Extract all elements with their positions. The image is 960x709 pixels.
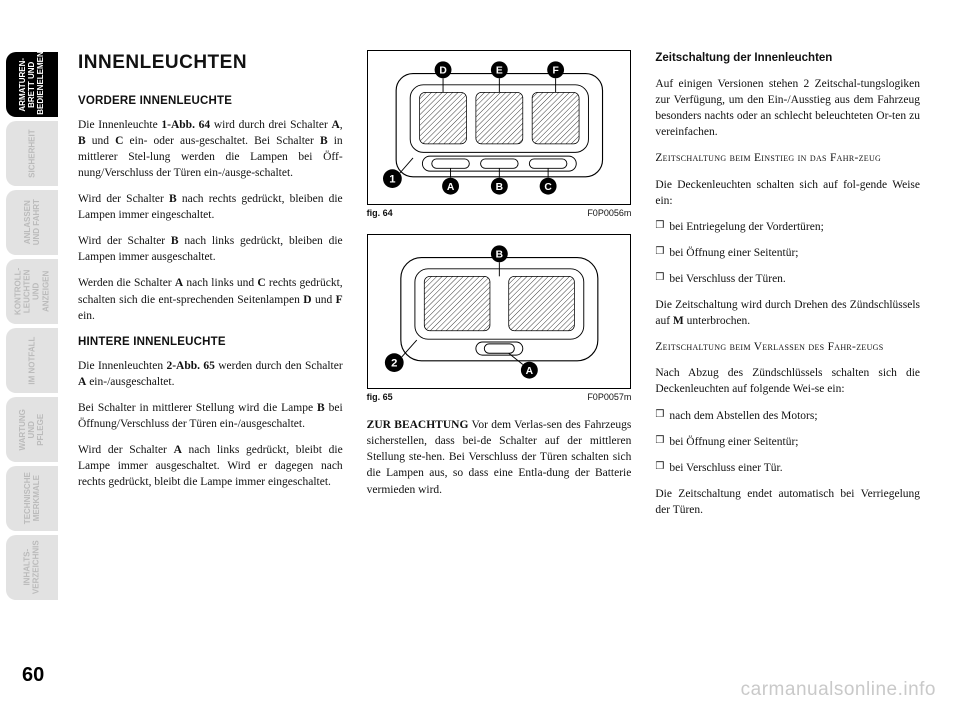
svg-text:E: E <box>496 66 503 77</box>
para: Auf einigen Versionen stehen 2 Zeitschal… <box>655 76 920 140</box>
svg-text:B: B <box>495 249 502 260</box>
heading-vordere: VORDERE INNENLEUCHTE <box>78 93 343 109</box>
tab-label: INHALTS- VERZEICHNIS <box>23 541 41 595</box>
tab-label: SICHERHEIT <box>27 129 36 177</box>
tab-wartung[interactable]: WARTUNG UND PFLEGE <box>6 397 58 462</box>
smallcaps-heading: Zeitschaltung beim Einstieg in das Fahr-… <box>655 150 920 166</box>
svg-text:A: A <box>447 182 455 193</box>
tab-kontroll[interactable]: KONTROLL- LEUCHTEN UND ANZEIGEN <box>6 259 58 324</box>
tab-armaturen[interactable]: ARMATUREN- BRETT UND BEDIENELEMENTE <box>6 52 58 117</box>
bullet-item: bei Verschluss der Türen. <box>655 271 920 287</box>
figure-64-image: D E F A B C 1 <box>367 50 632 205</box>
heading-main: INNENLEUCHTEN <box>78 50 343 77</box>
tab-label: WARTUNG UND PFLEGE <box>18 406 46 454</box>
para: Werden die Schalter A nach links und C r… <box>78 275 343 323</box>
svg-text:C: C <box>544 182 552 193</box>
bullet-item: bei Verschluss einer Tür. <box>655 460 920 476</box>
page-content: INNENLEUCHTEN VORDERE INNENLEUCHTE Die I… <box>60 0 960 709</box>
bullet-item: bei Öffnung einer Seitentür; <box>655 434 920 450</box>
para: Wird der Schalter B nach links gedrückt,… <box>78 233 343 265</box>
smallcaps-heading: Zeitschaltung beim Verlassen des Fahr-ze… <box>655 339 920 355</box>
para: Wird der Schalter B nach rechts gedrückt… <box>78 191 343 223</box>
subheading: Zeitschaltung der Innenleuchten <box>655 50 920 66</box>
figure-64: D E F A B C 1 <box>367 50 632 220</box>
watermark: carmanualsonline.info <box>741 679 936 701</box>
figure-64-caption: fig. 64 F0P0056m <box>367 207 632 220</box>
para: Die Zeitschaltung endet automatisch bei … <box>655 486 920 518</box>
svg-text:A: A <box>525 365 533 376</box>
para: Bei Schalter in mittlerer Stellung wird … <box>78 400 343 432</box>
heading-hintere: HINTERE INNENLEUCHTE <box>78 334 343 350</box>
para: Die Innenleuchte 1-Abb. 64 wird durch dr… <box>78 117 343 181</box>
tab-technische[interactable]: TECHNISCHE MERKMALE <box>6 466 58 531</box>
fig-caption-right: F0P0056m <box>587 207 631 220</box>
svg-text:B: B <box>495 182 502 193</box>
para: Die Innenleuchten 2-Abb. 65 werden durch… <box>78 358 343 390</box>
tab-label: ANLASSEN UND FAHRT <box>23 199 41 247</box>
tab-sicherheit[interactable]: SICHERHEIT <box>6 121 58 186</box>
sidebar-tabs: ARMATUREN- BRETT UND BEDIENELEMENTE SICH… <box>0 0 60 709</box>
bullet-item: bei Entriegelung der Vordertüren; <box>655 219 920 235</box>
column-1: INNENLEUCHTEN VORDERE INNENLEUCHTE Die I… <box>78 50 343 679</box>
bullet-item: bei Öffnung einer Seitentür; <box>655 245 920 261</box>
fig-caption-left: fig. 64 <box>367 207 393 220</box>
para: ZUR BEACHTUNG Vor dem Verlas-sen des Fah… <box>367 417 632 497</box>
figure-65-caption: fig. 65 F0P0057m <box>367 391 632 404</box>
figure-65: B A 2 fig. 65 F0P0057m <box>367 234 632 404</box>
tab-label: TECHNISCHE MERKMALE <box>23 472 41 524</box>
para: Die Zeitschaltung wird durch Drehen des … <box>655 297 920 329</box>
tab-inhalts[interactable]: INHALTS- VERZEICHNIS <box>6 535 58 600</box>
para: Die Deckenleuchten schalten sich auf fol… <box>655 177 920 209</box>
tab-anlassen[interactable]: ANLASSEN UND FAHRT <box>6 190 58 255</box>
fig-caption-left: fig. 65 <box>367 391 393 404</box>
bullet-item: nach dem Abstellen des Motors; <box>655 408 920 424</box>
column-2: D E F A B C 1 <box>367 50 632 679</box>
para: Nach Abzug des Zündschlüssels schalten s… <box>655 365 920 397</box>
tab-label: ARMATUREN- BRETT UND BEDIENELEMENTE <box>18 55 46 115</box>
para: Wird der Schalter A nach links gedrückt,… <box>78 442 343 490</box>
tab-notfall[interactable]: IM NOTFALL <box>6 328 58 393</box>
tab-label: KONTROLL- LEUCHTEN UND ANZEIGEN <box>14 268 51 316</box>
svg-text:D: D <box>439 66 446 77</box>
fig-caption-right: F0P0057m <box>587 391 631 404</box>
svg-text:1: 1 <box>389 173 395 185</box>
column-3: Zeitschaltung der Innenleuchten Auf eini… <box>655 50 920 679</box>
svg-text:2: 2 <box>391 357 397 369</box>
figure-65-image: B A 2 <box>367 234 632 389</box>
document-page: ARMATUREN- BRETT UND BEDIENELEMENTE SICH… <box>0 0 960 709</box>
svg-text:F: F <box>552 66 558 77</box>
page-number: 60 <box>22 664 44 687</box>
tab-label: IM NOTFALL <box>27 337 36 385</box>
